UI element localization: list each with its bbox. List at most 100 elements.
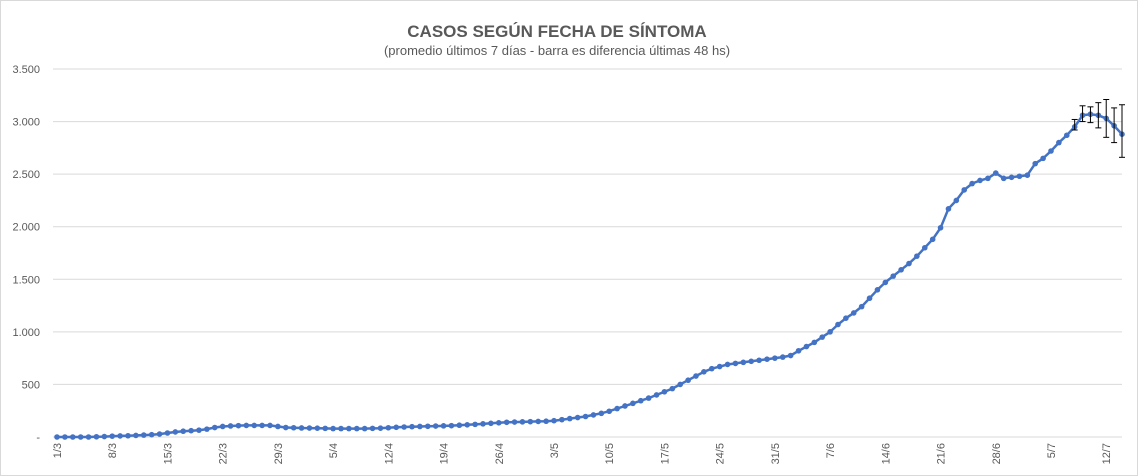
- data-point: [921, 244, 928, 251]
- data-point: [1024, 172, 1031, 178]
- data-point: [424, 423, 431, 430]
- data-point: [898, 267, 904, 273]
- data-point: [448, 422, 455, 429]
- data-point: [180, 428, 187, 435]
- gridlines: [53, 68, 1122, 438]
- data-point: [519, 419, 526, 425]
- data-point: [748, 358, 755, 365]
- x-tick-label: 26/4: [494, 443, 506, 464]
- data-point: [708, 365, 715, 372]
- data-point: [843, 315, 849, 321]
- x-tick-label: 21/6: [936, 443, 948, 464]
- chart-subtitle: (promedio últimos 7 días - barra es dife…: [384, 43, 730, 58]
- y-tick-label: 3.500: [12, 64, 40, 76]
- data-point: [716, 363, 723, 370]
- data-point: [172, 429, 179, 435]
- data-point: [661, 388, 668, 395]
- y-tick-label: 2.500: [12, 169, 40, 181]
- x-tick-label: 22/3: [218, 443, 230, 464]
- data-point: [235, 422, 242, 429]
- data-point: [937, 224, 944, 231]
- chart-title: CASOS SEGÚN FECHA DE SÍNTOMA: [407, 22, 706, 41]
- data-point: [874, 287, 881, 293]
- data-point: [125, 432, 131, 439]
- data-point: [574, 414, 581, 421]
- data-point: [882, 279, 889, 286]
- data-point: [267, 422, 273, 429]
- data-point: [361, 425, 368, 432]
- series-line: [57, 112, 1123, 439]
- data-point: [622, 403, 628, 409]
- y-tick-label: 3.000: [12, 117, 40, 129]
- data-point: [117, 433, 123, 439]
- data-point: [969, 180, 975, 187]
- data-point: [850, 310, 857, 316]
- data-point: [779, 354, 786, 360]
- data-point: [1063, 132, 1070, 139]
- data-point: [77, 434, 84, 440]
- data-point: [282, 424, 289, 431]
- data-point: [385, 424, 392, 431]
- data-point: [977, 177, 983, 184]
- data-point: [251, 422, 258, 429]
- data-point: [566, 415, 573, 422]
- x-tick-label: 31/5: [770, 443, 782, 464]
- x-tick-label: 17/5: [659, 443, 671, 464]
- x-tick-label: 28/6: [991, 443, 1003, 464]
- data-point: [188, 427, 194, 434]
- data-point: [929, 236, 936, 243]
- data-point: [985, 175, 991, 182]
- data-point: [827, 329, 833, 335]
- data-point: [503, 419, 510, 426]
- data-point: [1016, 173, 1023, 180]
- data-point: [62, 434, 68, 440]
- data-point: [290, 424, 297, 431]
- x-tick-label: 15/3: [162, 443, 174, 464]
- data-point: [953, 197, 960, 204]
- data-point: [645, 395, 652, 401]
- data-point: [369, 425, 376, 432]
- data-point: [54, 434, 60, 440]
- data-point: [133, 432, 139, 439]
- data-point: [164, 430, 171, 436]
- x-tick-label: 8/3: [107, 443, 119, 458]
- y-tick-label: 2.000: [12, 222, 40, 234]
- data-point: [764, 356, 770, 362]
- data-point: [227, 423, 234, 429]
- data-point: [906, 260, 912, 267]
- data-point: [701, 369, 707, 375]
- x-tick-label: 14/6: [880, 443, 892, 464]
- data-point: [204, 426, 210, 432]
- data-point: [835, 321, 841, 328]
- data-point: [685, 377, 691, 384]
- data-point: [409, 423, 415, 430]
- data-point: [156, 431, 163, 437]
- data-point: [1008, 174, 1015, 181]
- error-bars: [1071, 98, 1125, 158]
- data-point: [732, 360, 739, 367]
- data-point: [93, 433, 100, 440]
- data-series: [54, 111, 1125, 440]
- x-tick-label: 12/4: [383, 443, 395, 464]
- data-point: [1000, 175, 1007, 182]
- data-point: [488, 420, 494, 427]
- x-tick-label: 10/5: [604, 443, 616, 464]
- data-point: [259, 422, 265, 429]
- data-point: [393, 424, 400, 431]
- data-point: [101, 433, 108, 440]
- data-point: [401, 424, 407, 430]
- data-point: [582, 413, 589, 420]
- data-point: [1048, 148, 1054, 154]
- data-point: [148, 431, 155, 438]
- data-point: [432, 423, 439, 429]
- data-point: [866, 295, 873, 302]
- data-point: [961, 187, 968, 193]
- data-point: [669, 385, 676, 392]
- data-point: [551, 417, 557, 424]
- data-point: [614, 405, 620, 412]
- y-tick-label: 500: [22, 379, 40, 391]
- y-axis: - 500 1.000 1.500 2.000 2.500 3.000 3.500: [12, 64, 40, 444]
- data-point: [677, 381, 684, 388]
- x-tick-label: 29/3: [273, 443, 285, 464]
- data-point: [511, 419, 518, 425]
